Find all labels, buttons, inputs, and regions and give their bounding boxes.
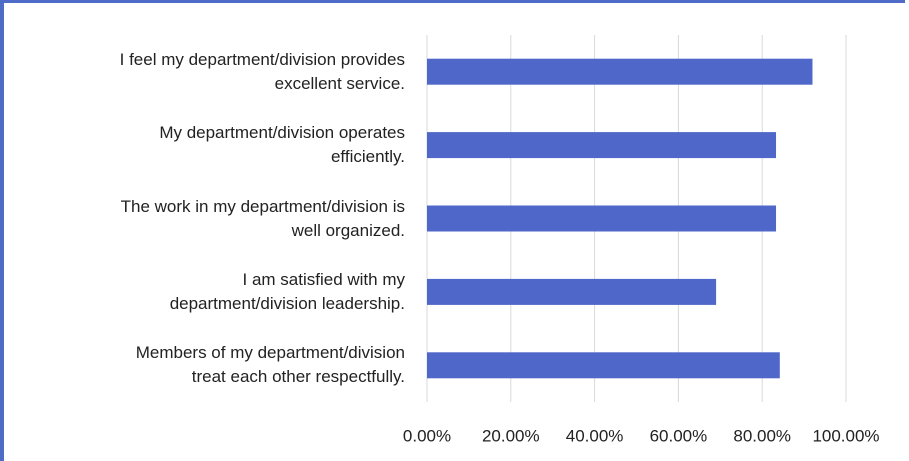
x-tick-label: 40.00% <box>566 426 624 445</box>
bar <box>427 58 813 85</box>
y-tick-label: The work in my department/division is we… <box>120 196 405 240</box>
bar <box>427 352 780 379</box>
bar <box>427 278 717 305</box>
bar <box>427 132 777 159</box>
y-tick-label: Members of my department/division treat … <box>135 343 405 387</box>
x-tick-label: 20.00% <box>482 426 540 445</box>
x-tick-label: 60.00% <box>650 426 708 445</box>
x-tick-label: 80.00% <box>733 426 791 445</box>
x-tick-label: 0.00% <box>403 426 451 445</box>
y-tick-label: My department/division operates efficien… <box>159 123 405 167</box>
bar <box>427 205 777 232</box>
y-tick-label: I am satisfied with my department/divisi… <box>169 269 405 313</box>
x-tick-label: 100.00% <box>812 426 879 445</box>
y-tick-label: I feel my department/division provides e… <box>119 49 405 93</box>
